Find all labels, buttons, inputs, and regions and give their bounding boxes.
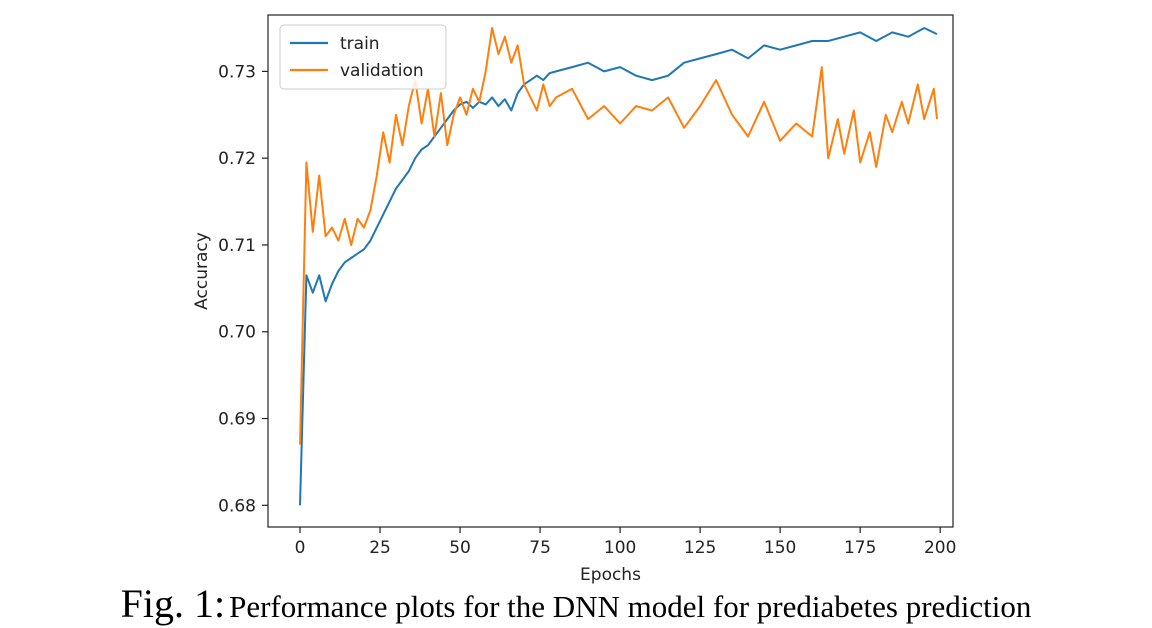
y-axis-ticks: 0.68 0.69 0.70 0.71 0.72 0.73 [218, 62, 268, 516]
x-tick-label: 25 [369, 538, 391, 558]
x-tick-label: 125 [684, 538, 716, 558]
y-tick-label: 0.71 [218, 236, 256, 256]
y-axis-title: Accuracy [192, 232, 212, 310]
legend-label-train: train [340, 34, 380, 54]
x-tick-label: 150 [764, 538, 796, 558]
y-tick-label: 0.73 [218, 62, 256, 82]
plot-lines [299, 27, 938, 506]
x-tick-label: 75 [529, 538, 551, 558]
y-tick-label: 0.69 [218, 410, 256, 430]
x-tick-label: 200 [924, 538, 956, 558]
x-axis-ticks: 0 25 50 75 100 125 150 175 200 [295, 527, 956, 558]
figure-caption: Fig. 1: Performance plots for the DNN mo… [0, 580, 1152, 627]
caption-text: Performance plots for the DNN model for … [229, 589, 1032, 624]
series-line-train [299, 27, 938, 506]
series-line-validation [299, 27, 938, 445]
y-tick-label: 0.68 [218, 496, 256, 516]
y-tick-label: 0.72 [218, 149, 256, 169]
caption-number: Fig. 1: [120, 581, 226, 626]
legend-label-validation: validation [340, 61, 424, 81]
x-axis-title: Epochs [580, 565, 641, 585]
x-tick-label: 0 [295, 538, 306, 558]
x-tick-label: 50 [449, 538, 471, 558]
chart-legend: train validation [279, 24, 447, 90]
y-tick-label: 0.70 [218, 323, 256, 343]
plot-frame [267, 14, 954, 528]
legend-box [279, 24, 447, 90]
x-tick-label: 100 [604, 538, 636, 558]
x-tick-label: 175 [844, 538, 876, 558]
